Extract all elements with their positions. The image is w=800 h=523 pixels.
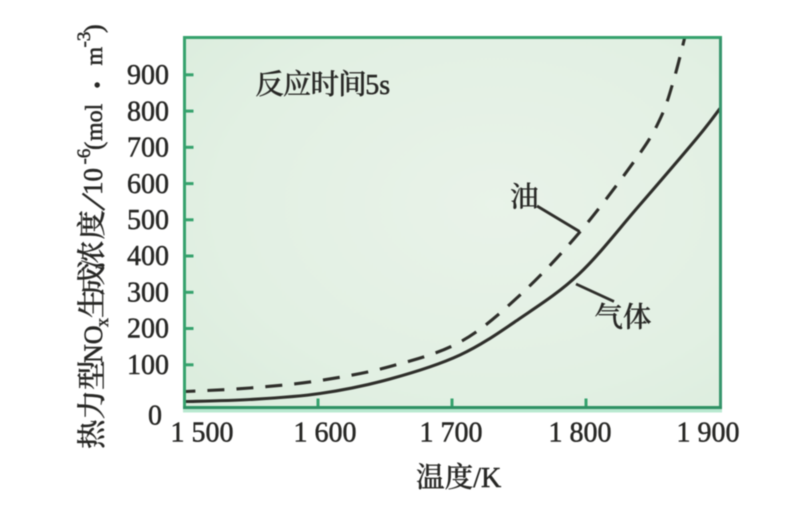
svg-text:400: 400 [127,241,169,272]
svg-text:1 800: 1 800 [549,418,612,449]
svg-text:5s: 5s [365,70,390,101]
svg-text:600: 600 [127,169,169,200]
svg-text:1 900: 1 900 [677,418,740,449]
svg-text:10: 10 [78,168,108,195]
svg-text:500: 500 [127,205,169,236]
svg-text:800: 800 [127,96,169,127]
svg-text:1 600: 1 600 [294,418,357,449]
svg-text:-3: -3 [74,32,95,48]
svg-text:900: 900 [127,60,169,91]
svg-text:1 700: 1 700 [420,418,483,449]
svg-text:700: 700 [127,133,169,164]
svg-text:/K: /K [473,463,501,494]
svg-text:): ) [79,24,108,33]
svg-text:100: 100 [127,350,169,381]
svg-text:NO: NO [79,325,108,363]
svg-text:0: 0 [148,401,162,432]
svg-text:300: 300 [127,278,169,309]
svg-text:m: m [82,47,108,66]
svg-text:(: ( [81,142,108,150]
svg-text:1 500: 1 500 [171,418,234,449]
svg-text:200: 200 [127,314,169,345]
svg-text:-6: -6 [74,149,95,165]
svg-text:mol: mol [82,103,108,141]
svg-text:x: x [92,318,112,327]
